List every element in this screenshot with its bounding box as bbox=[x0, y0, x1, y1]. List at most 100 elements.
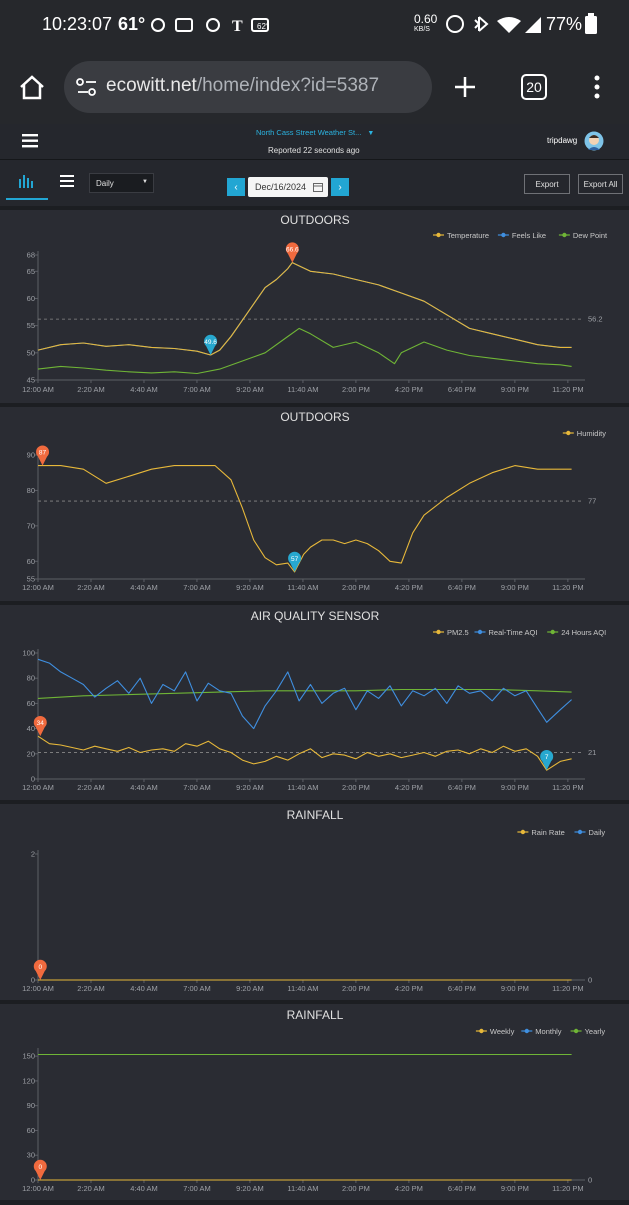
calendar-icon bbox=[313, 183, 323, 192]
url-path: /home/index?id=5387 bbox=[196, 75, 380, 96]
extreme-marker-label: 0 bbox=[38, 1164, 42, 1171]
small-temp: 62° bbox=[257, 22, 270, 31]
y-tick-label: 60 bbox=[27, 557, 35, 566]
x-tick-label: 9:20 AM bbox=[236, 385, 264, 394]
x-tick-label: 2:00 PM bbox=[342, 583, 370, 592]
legend-label: Feels Like bbox=[512, 231, 546, 240]
x-tick-label: 7:00 AM bbox=[183, 984, 211, 993]
date-picker[interactable]: Dec/16/2024 bbox=[248, 177, 328, 197]
y-tick-label: 50 bbox=[27, 348, 35, 357]
y-tick-label: 55 bbox=[27, 321, 35, 330]
legend-swatch-dot bbox=[562, 232, 567, 238]
battery-icon bbox=[585, 13, 597, 34]
x-tick-label: 11:40 AM bbox=[287, 984, 318, 993]
x-tick-label: 12:00 AM bbox=[22, 984, 54, 993]
x-tick-label: 2:00 PM bbox=[342, 783, 370, 792]
x-tick-label: 4:40 AM bbox=[130, 984, 158, 993]
tab-switcher-button[interactable]: 20 bbox=[521, 74, 547, 100]
export-button[interactable]: Export bbox=[524, 174, 570, 194]
legend-label: 24 Hours AQI bbox=[561, 628, 606, 637]
home-icon[interactable] bbox=[18, 74, 46, 100]
y-tick-label: 80 bbox=[27, 674, 35, 683]
y-tick-label: 45 bbox=[27, 376, 35, 385]
x-tick-label: 4:40 AM bbox=[130, 783, 158, 792]
station-selector[interactable]: North Cass Street Weather St... ▼ bbox=[256, 128, 374, 137]
previous-day-button[interactable]: ‹ bbox=[227, 178, 245, 196]
username[interactable]: tripdawg bbox=[547, 136, 578, 145]
x-tick-label: 4:20 PM bbox=[395, 783, 423, 792]
average-label: 56.2 bbox=[588, 315, 603, 324]
chart-panel-rainfall-totals: RAINFALL Yearly Monthly Weekly 0 30 60 90 120 150… bbox=[0, 1000, 629, 1200]
legend-label: PM2.5 bbox=[447, 628, 469, 637]
extreme-marker bbox=[204, 334, 218, 355]
weather-temp: 61° bbox=[118, 14, 146, 34]
more-menu-icon[interactable] bbox=[590, 74, 604, 102]
chart-panel-air-quality: AIR QUALITY SENSOR 24 Hours AQI Real-Time … bbox=[0, 601, 629, 800]
reported-time: Reported 22 seconds ago bbox=[268, 146, 360, 155]
x-tick-label: 2:20 AM bbox=[77, 1184, 105, 1193]
net-speed: 0.60 bbox=[414, 12, 438, 26]
date-value: Dec/16/2024 bbox=[255, 182, 307, 192]
legend-swatch-dot bbox=[477, 629, 483, 635]
new-tab-icon[interactable] bbox=[453, 75, 477, 99]
x-tick-label: 2:20 AM bbox=[77, 783, 105, 792]
series-line-pm2-5 bbox=[37, 735, 572, 771]
rainfall-rate-chart: RAINFALL Daily Rain Rate 0 2 12:00 AM 2:20 AM 4… bbox=[22, 808, 606, 993]
legend-label: Humidity bbox=[577, 429, 606, 438]
extreme-marker bbox=[33, 1159, 47, 1180]
menu-icon[interactable] bbox=[22, 134, 38, 148]
chart-view-icon[interactable] bbox=[18, 174, 34, 188]
y-tick-label: 68 bbox=[27, 251, 35, 260]
y-tick-label: 0 bbox=[31, 976, 35, 985]
x-tick-label: 2:20 AM bbox=[77, 385, 105, 394]
y-tick-label: 30 bbox=[27, 1151, 35, 1160]
app-header: North Cass Street Weather St... ▼ Report… bbox=[0, 124, 629, 160]
x-tick-label: 11:20 PM bbox=[552, 385, 584, 394]
legend-swatch-dot bbox=[573, 1028, 579, 1034]
extreme-marker-label: 66.6 bbox=[286, 247, 299, 254]
x-tick-label: 9:20 AM bbox=[236, 583, 264, 592]
x-tick-label: 2:00 PM bbox=[342, 1184, 370, 1193]
x-tick-label: 4:20 PM bbox=[395, 385, 423, 394]
x-tick-label: 9:00 PM bbox=[501, 583, 529, 592]
legend-label: Daily bbox=[589, 828, 606, 837]
legend-label: Yearly bbox=[585, 1027, 606, 1036]
url-field[interactable]: ecowitt.net/home/index?id=5387 bbox=[64, 61, 432, 113]
series-line-dew-point bbox=[37, 327, 572, 375]
x-tick-label: 11:20 PM bbox=[552, 583, 584, 592]
chart-title: OUTDOORS bbox=[280, 410, 349, 424]
period-value: Daily bbox=[96, 179, 114, 188]
x-tick-label: 4:20 PM bbox=[395, 1184, 423, 1193]
x-tick-label: 11:20 PM bbox=[552, 1184, 584, 1193]
station-dropdown-icon: ▼ bbox=[367, 130, 375, 137]
y-tick-label: 150 bbox=[22, 1052, 35, 1061]
y-tick-label: 100 bbox=[22, 649, 35, 658]
x-tick-label: 4:40 AM bbox=[130, 1184, 158, 1193]
x-tick-label: 6:40 PM bbox=[448, 1184, 476, 1193]
extreme-marker bbox=[285, 242, 299, 263]
next-day-button[interactable]: › bbox=[331, 178, 349, 196]
y-tick-label: 0 bbox=[31, 1176, 35, 1185]
x-tick-label: 2:20 AM bbox=[77, 583, 105, 592]
y-tick-label: 2 bbox=[31, 850, 35, 859]
legend-swatch-dot bbox=[524, 1028, 529, 1034]
humidity-chart: OUTDOORS Humidity 55 60 70 80 90 12:00 AM 2:20 A… bbox=[22, 410, 606, 592]
x-tick-label: 9:00 PM bbox=[501, 984, 529, 993]
site-settings-icon[interactable] bbox=[76, 77, 98, 97]
legend-swatch-dot bbox=[436, 629, 441, 635]
temperature-chart: OUTDOORS Dew Point Feels Like Temperature 45… bbox=[22, 213, 608, 394]
y-tick-label: 90 bbox=[27, 451, 35, 460]
list-view-icon[interactable] bbox=[60, 175, 74, 187]
export-all-button[interactable]: Export All bbox=[578, 174, 623, 194]
legend-swatch-dot bbox=[520, 829, 526, 835]
y-tick-label: 120 bbox=[22, 1076, 35, 1085]
avatar[interactable] bbox=[584, 131, 604, 151]
x-tick-label: 9:00 PM bbox=[501, 385, 529, 394]
y-tick-label: 60 bbox=[27, 699, 35, 708]
x-tick-label: 2:00 PM bbox=[342, 385, 370, 394]
y-tick-label: 70 bbox=[27, 521, 35, 530]
period-select[interactable]: Daily ▼ bbox=[89, 173, 154, 193]
x-tick-label: 11:40 AM bbox=[287, 385, 318, 394]
legend-label: Real-Time AQI bbox=[489, 628, 538, 637]
legend-swatch-dot bbox=[577, 829, 583, 835]
